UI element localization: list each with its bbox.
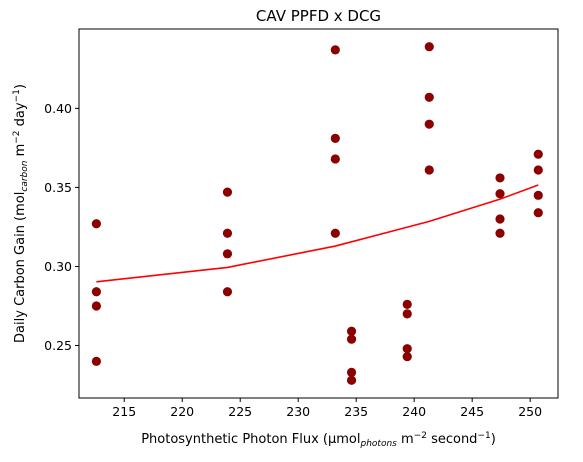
data-point	[330, 45, 340, 55]
data-point	[402, 351, 412, 362]
data-point	[346, 334, 357, 344]
x-tick-label: 245	[460, 404, 484, 419]
data-point	[330, 154, 340, 164]
y-tick-label: 0.35	[44, 180, 72, 195]
data-point	[533, 149, 543, 159]
chart-title: CAV PPFD x DCG	[256, 7, 381, 25]
plot-frame	[78, 28, 559, 399]
data-point	[222, 187, 233, 197]
data-point	[495, 189, 505, 199]
data-point	[91, 356, 101, 366]
data-point	[346, 375, 357, 385]
data-point	[402, 344, 412, 354]
data-point	[495, 228, 505, 238]
data-point	[91, 301, 101, 311]
x-axis-ticks: 215 220 225 230 235 240 245 250	[112, 398, 542, 419]
x-tick-label: 220	[170, 404, 194, 419]
data-point	[346, 367, 357, 377]
y-axis-label: Daily Carbon Gain (molcarbon m−2 day−1)	[12, 84, 30, 343]
data-point	[330, 133, 340, 143]
data-point	[346, 326, 357, 336]
data-point	[91, 219, 101, 229]
y-tick-label: 0.40	[44, 101, 72, 116]
data-point	[424, 42, 434, 52]
x-axis-label: Photosynthetic Photon Flux (μmolphotons …	[141, 431, 496, 449]
x-tick-label: 225	[228, 404, 252, 419]
data-point	[424, 119, 434, 129]
data-point	[533, 165, 543, 175]
data-point	[495, 214, 505, 224]
x-tick-label: 215	[112, 404, 136, 419]
data-point	[424, 165, 434, 175]
data-point	[495, 173, 505, 183]
data-point	[330, 228, 340, 238]
y-axis-ticks: 0.25 0.30 0.35 0.40	[44, 101, 79, 353]
x-tick-label: 230	[286, 404, 310, 419]
plot-area	[91, 42, 543, 385]
y-tick-label: 0.30	[44, 259, 72, 274]
data-point	[222, 228, 233, 238]
data-point	[424, 92, 434, 102]
trend-line	[96, 184, 539, 283]
data-point	[402, 309, 412, 319]
x-tick-label: 250	[518, 404, 542, 419]
x-tick-label: 235	[344, 404, 368, 419]
x-tick-label: 240	[402, 404, 426, 419]
data-point	[533, 190, 543, 200]
data-point	[222, 287, 233, 297]
data-point	[402, 299, 412, 310]
y-tick-label: 0.25	[44, 338, 72, 353]
data-point	[91, 287, 101, 297]
data-point	[222, 249, 233, 259]
data-point	[533, 208, 543, 218]
